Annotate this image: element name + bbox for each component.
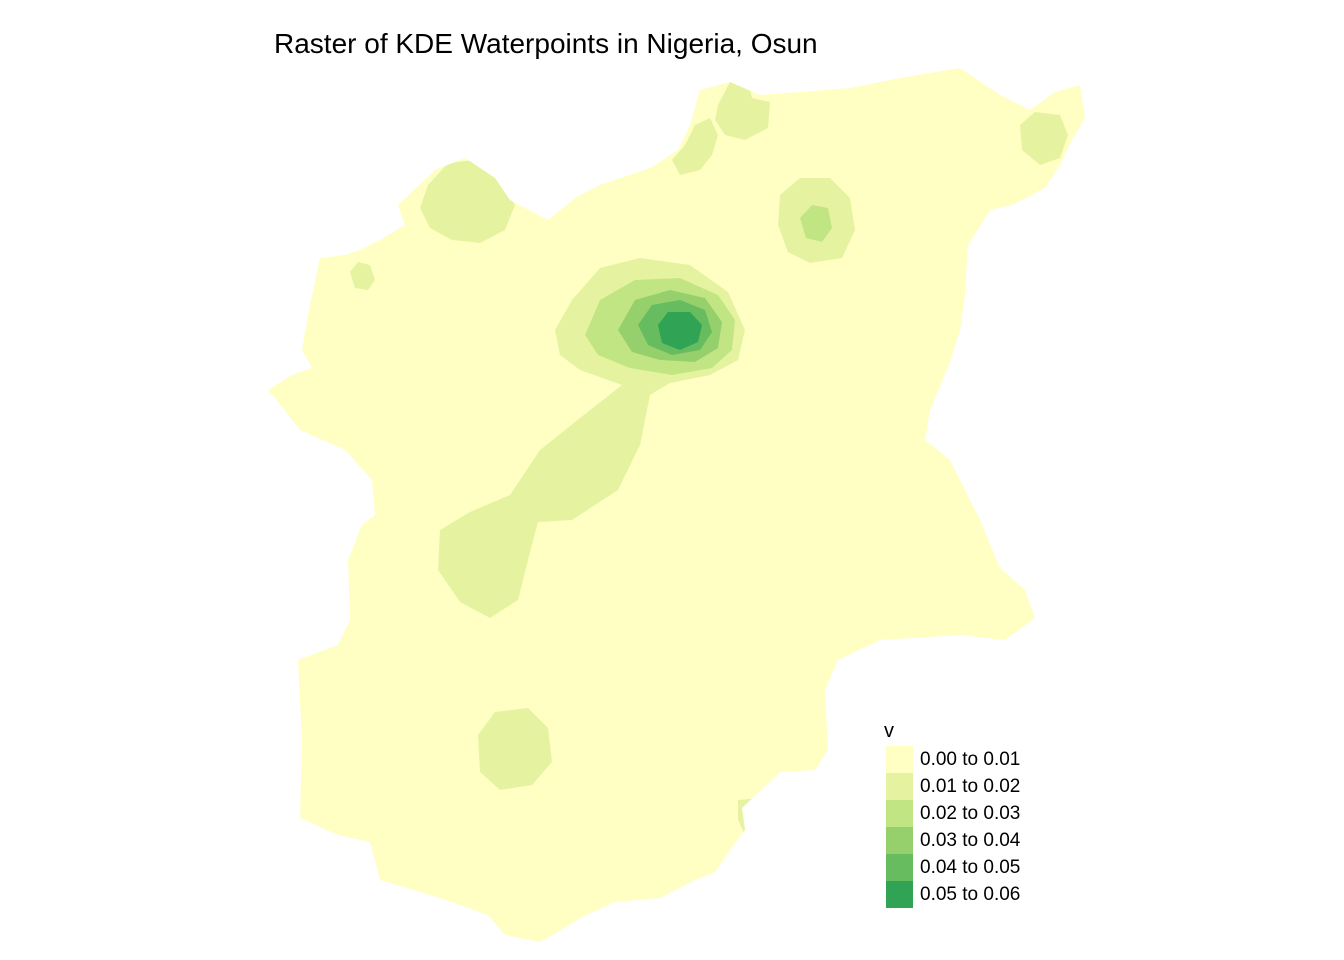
legend-label: 0.03 to 0.04: [920, 830, 1021, 851]
legend-swatch: [886, 800, 913, 827]
legend-swatch: [886, 854, 913, 881]
legend-label: 0.00 to 0.01: [920, 749, 1021, 770]
legend-label: 0.02 to 0.03: [920, 803, 1021, 824]
kde-blob-south-edge: [738, 798, 770, 835]
kde-blob-northwest: [420, 160, 515, 243]
legend-item: 0.02 to 0.03: [884, 800, 1020, 827]
legend-title: v: [884, 720, 894, 742]
legend-item: 0.05 to 0.06: [884, 881, 1020, 908]
legend-item: 0.03 to 0.04: [884, 827, 1020, 854]
raster-class-5-patches: [658, 312, 702, 350]
kde-blob-northeast-edge: [1020, 112, 1068, 165]
kde-peak-central: [658, 312, 702, 350]
kde-core-northeast: [800, 205, 832, 242]
legend-swatch: [886, 827, 913, 854]
legend-label: 0.05 to 0.06: [920, 884, 1021, 905]
kde-blob-southwest: [478, 708, 552, 790]
legend-item: 0.00 to 0.01: [884, 746, 1020, 773]
legend-swatch: [886, 881, 913, 908]
kde-blob-north-b: [715, 80, 770, 140]
legend-item: 0.04 to 0.05: [884, 854, 1020, 881]
legend: v 0.00 to 0.01 0.01 to 0.02 0.02 to 0.03…: [884, 716, 1020, 908]
kde-blob-west-edge: [350, 262, 375, 290]
legend-item: 0.01 to 0.02: [884, 773, 1020, 800]
map-title: Raster of KDE Waterpoints in Nigeria, Os…: [274, 28, 818, 59]
legend-swatch: [886, 773, 913, 800]
legend-label: 0.01 to 0.02: [920, 776, 1021, 797]
kde-blob-north-a: [672, 118, 718, 175]
legend-swatch: [886, 746, 913, 773]
legend-label: 0.04 to 0.05: [920, 857, 1021, 878]
